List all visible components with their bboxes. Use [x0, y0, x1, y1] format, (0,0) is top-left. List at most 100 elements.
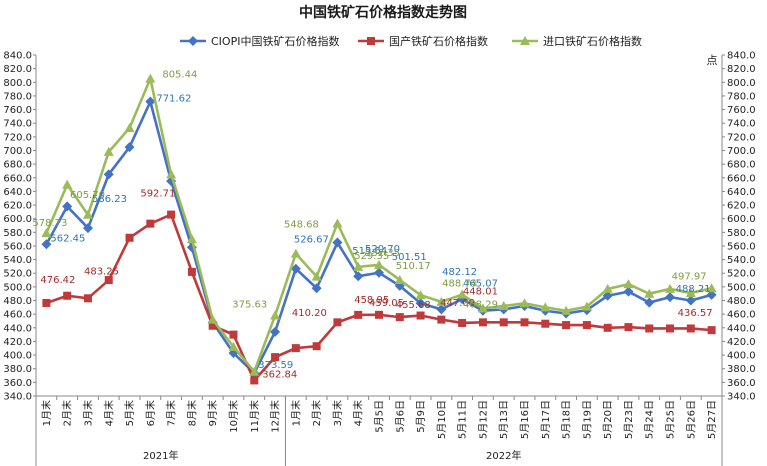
data-labels: 562.45 586.23 771.62 373.59 526.67 515.64520.… [32, 70, 712, 381]
y-tick-label-right: 800.0 [727, 78, 756, 89]
legend-marker [367, 37, 375, 45]
legend-marker [520, 36, 530, 45]
data-label: 605.70 [70, 190, 105, 201]
data-point [250, 376, 259, 385]
data-point [666, 324, 675, 333]
data-label: 410.20 [292, 308, 327, 319]
data-label: 520.70 [365, 244, 400, 255]
x-tick-label: 5月末 [123, 400, 136, 426]
data-label: 510.17 [396, 261, 431, 272]
data-point [603, 323, 612, 332]
data-point [562, 321, 571, 330]
data-point [665, 292, 676, 303]
y-tick-label-left: 540.0 [3, 255, 32, 266]
data-label: 515.64 [352, 246, 387, 257]
x-tick-label: 1月末 [40, 400, 53, 426]
data-label: 548.68 [284, 220, 319, 231]
data-point [353, 271, 364, 282]
data-point [270, 310, 281, 320]
legend-label: CIOPI中国铁矿石价格指数 [211, 34, 339, 48]
y-tick-label-right: 740.0 [727, 119, 756, 130]
x-tick-label: 5月5日 [374, 400, 386, 433]
data-point [82, 223, 93, 234]
data-point [332, 218, 343, 228]
data-label: 497.97 [672, 271, 707, 282]
data-label: 465.07 [463, 279, 498, 290]
data-label: 468.29 [463, 300, 498, 311]
data-label: 488.21 [676, 284, 711, 295]
data-label: 375.63 [232, 300, 267, 311]
data-point [686, 324, 695, 333]
data-point [436, 304, 447, 315]
legend: CIOPI中国铁矿石价格指数 国产铁矿石价格指数 进口铁矿石价格指数 [180, 34, 642, 48]
data-point [271, 353, 280, 362]
data-point [458, 318, 467, 327]
data-point [167, 210, 176, 219]
data-point [208, 321, 217, 330]
y-tick-label-left: 720.0 [3, 132, 32, 143]
x-tick-label: 5月17日 [540, 400, 552, 439]
data-point [353, 261, 364, 271]
y-tick-label-right: 700.0 [727, 146, 756, 157]
x-tick-label: 2月末 [61, 400, 74, 426]
y-tick-label-right: 640.0 [727, 187, 756, 198]
data-label: 529.35 [354, 251, 389, 262]
y-tick-label-left: 740.0 [3, 119, 32, 130]
y-tick-label-left: 820.0 [3, 64, 32, 75]
data-point [311, 283, 322, 294]
data-point [124, 122, 135, 132]
data-point [62, 179, 73, 189]
x-tick-label: 5月23日 [623, 400, 635, 439]
y-tick-label-left: 340.0 [3, 392, 32, 403]
data-label: 532.35 [365, 248, 400, 259]
data-label: 771.62 [156, 94, 191, 105]
legend-marker [188, 36, 198, 46]
data-point [290, 248, 301, 258]
y-tick-label-left: 600.0 [3, 214, 32, 225]
data-point [145, 73, 156, 83]
y-tick-label-left: 520.0 [3, 269, 32, 280]
data-label: 362.84 [262, 369, 297, 380]
y-tick-label-right: 680.0 [727, 160, 756, 171]
data-point [291, 344, 300, 353]
data-point [416, 311, 425, 320]
data-point [541, 319, 550, 328]
x-tick-label: 5月20日 [602, 400, 614, 439]
y-tick-label-left: 500.0 [3, 282, 32, 293]
data-point [82, 209, 93, 219]
data-point [561, 305, 572, 315]
y-tick-label-left: 360.0 [3, 378, 32, 389]
y-tick-label-left: 560.0 [3, 241, 32, 252]
x-tick-label: 3月末 [331, 400, 344, 426]
y-tick-label-left: 780.0 [3, 91, 32, 102]
data-point [103, 146, 114, 156]
x-tick-label: 3月末 [81, 400, 94, 426]
data-point [332, 237, 343, 248]
data-point [207, 314, 218, 324]
data-label: 458.95 [354, 295, 389, 306]
y-tick-label-right: 820.0 [727, 64, 756, 75]
data-label: 373.59 [258, 360, 293, 371]
data-point [63, 291, 72, 300]
data-point [394, 274, 405, 284]
data-label: 501.51 [392, 252, 427, 263]
data-point [146, 219, 155, 228]
data-point [645, 324, 654, 333]
data-point [499, 318, 508, 327]
data-point [685, 288, 696, 298]
y-tick-label-right: 480.0 [727, 296, 756, 307]
data-point [623, 279, 634, 289]
x-tick-label: 5月11日 [457, 400, 469, 439]
y-tick-label-left: 840.0 [3, 51, 32, 62]
y-tick-label-left: 420.0 [3, 337, 32, 348]
data-point [415, 290, 426, 300]
data-label: 436.57 [678, 308, 713, 319]
y-tick-label-left: 440.0 [3, 323, 32, 334]
data-label: 562.45 [50, 233, 85, 244]
x-tick-label: 5月6日 [394, 400, 406, 433]
x-tick-label: 11月末 [248, 400, 261, 433]
x-tick-label: 5月9日 [415, 400, 427, 433]
data-point [415, 298, 426, 309]
data-point [436, 296, 447, 306]
